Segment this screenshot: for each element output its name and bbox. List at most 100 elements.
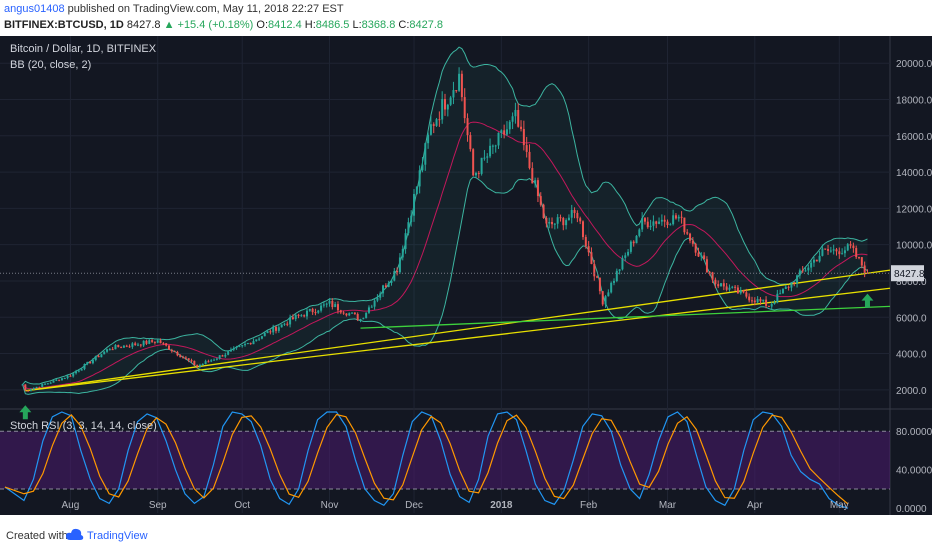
candle-body [159, 340, 162, 344]
candle-body [734, 286, 737, 288]
candle-body [798, 270, 801, 276]
candle-body [641, 218, 644, 230]
up-arrow-icon [861, 293, 874, 308]
candle-body [655, 221, 658, 224]
candle-body [38, 386, 41, 388]
candle-body [52, 380, 55, 383]
price-axis[interactable]: 2000.0 4000.0 6000.0 8000.0 10000.0 12000.0 14… [896, 59, 932, 515]
candle-body [849, 244, 852, 246]
candle-body [134, 343, 137, 346]
candle-body [863, 265, 866, 273]
candle-body [103, 351, 106, 355]
candle-body [596, 276, 599, 278]
candle-body [41, 384, 44, 387]
candle-body [418, 170, 421, 187]
candle-body [781, 289, 784, 294]
candle-body [69, 375, 72, 377]
close-label: C: [398, 19, 410, 31]
annotation-arrows [19, 293, 874, 420]
bb-legend: BB (20, close, 2) [10, 59, 91, 71]
candle-body [207, 361, 210, 363]
candle-body [812, 259, 815, 263]
candle-body [165, 343, 168, 346]
candle-body [297, 314, 300, 316]
candle-body [289, 317, 292, 325]
candle-body [83, 364, 86, 370]
candle-body [460, 73, 463, 98]
candle-body [305, 310, 308, 317]
candle-body [44, 383, 47, 385]
candle-body [745, 292, 748, 297]
stoch-d-line [4, 413, 849, 505]
candle-body [483, 157, 486, 159]
candle-body [796, 275, 799, 284]
time-tick-label: Apr [747, 500, 763, 511]
candle-body [703, 255, 706, 260]
candle-body [384, 285, 387, 288]
price-tick-label: 10000.0 [896, 241, 932, 252]
candle-body [342, 312, 345, 314]
price-tick-label: 12000.0 [896, 204, 932, 215]
candle-body [590, 252, 593, 265]
candle-body [379, 293, 382, 298]
candle-body [367, 307, 370, 313]
candle-body [224, 354, 227, 357]
candle-body [382, 285, 385, 294]
footer: Created with TradingView [0, 520, 932, 550]
time-axis[interactable]: Aug Sep Oct Nov Dec 2018 Feb Mar Apr May [62, 500, 849, 511]
candle-body [635, 235, 638, 244]
candle-body [463, 97, 466, 119]
candle-body [66, 375, 69, 379]
candle-body [21, 384, 24, 386]
candle-body [728, 287, 731, 290]
candle-body [536, 180, 539, 197]
candle-body [280, 324, 283, 328]
candle-body [556, 217, 559, 224]
time-tick-label: Feb [580, 500, 598, 511]
candle-body [480, 157, 483, 174]
candle-body [255, 339, 258, 342]
candle-body [832, 249, 835, 251]
candle-body [677, 216, 680, 219]
high-label: H: [304, 19, 316, 31]
candle-body [60, 378, 63, 381]
up-triangle-icon: ▲ [163, 19, 175, 31]
candle-body [477, 173, 480, 175]
bb-fill [22, 47, 868, 395]
candle-body [469, 135, 472, 150]
candle-body [291, 317, 294, 320]
tradingview-link[interactable]: TradingView [87, 530, 148, 542]
created-with: Created with [6, 530, 68, 542]
candle-body [27, 390, 30, 392]
candle-body [311, 308, 314, 313]
candle-body [32, 387, 35, 390]
candle-body [336, 304, 339, 311]
candle-body [680, 216, 683, 218]
candle-body [632, 241, 635, 244]
candle-body [117, 344, 120, 348]
stoch-legend: Stoch RSI (3, 3, 14, 14, close) [10, 420, 157, 432]
candle-body [779, 293, 782, 295]
candle-body [658, 221, 661, 224]
candle-body [444, 99, 446, 110]
candle-body [562, 218, 565, 226]
candle-body [348, 313, 351, 316]
candle-body [80, 369, 83, 371]
candle-body [387, 282, 390, 288]
candle-body [246, 342, 249, 345]
candle-body [753, 300, 756, 303]
author-link[interactable]: angus01408 [4, 3, 65, 15]
candle-body [618, 269, 621, 271]
candle-body [770, 303, 773, 307]
chart-svg[interactable]: 2000.0 4000.0 6000.0 8000.0 10000.0 12000.0 14… [0, 36, 932, 515]
candle-body [458, 73, 461, 91]
candle-body [283, 323, 286, 325]
candle-body [697, 252, 700, 257]
candle-body [128, 346, 131, 348]
publish-line: angus01408 published on TradingView.com,… [4, 3, 344, 15]
chart-canvas[interactable]: 2000.0 4000.0 6000.0 8000.0 10000.0 12000.0 14… [0, 36, 932, 515]
candle-body [767, 305, 770, 307]
candle-body [241, 345, 244, 347]
candle-body [810, 262, 813, 268]
candle-body [151, 340, 154, 342]
